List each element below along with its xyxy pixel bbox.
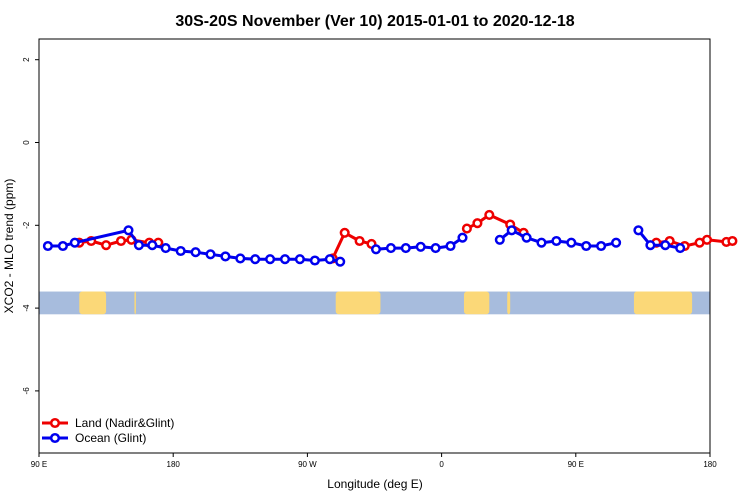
y-tick-label: 2 [22, 57, 31, 62]
data-point [324, 254, 335, 265]
data-point [701, 234, 713, 245]
data-point [265, 254, 276, 265]
y-axis-label: XCO2 - MLO trend (ppm) [2, 179, 16, 314]
land-mass [134, 291, 136, 315]
data-point [400, 243, 411, 254]
data-point [596, 240, 607, 252]
land-mass [633, 291, 693, 315]
data-point [205, 249, 216, 260]
data-point [727, 235, 738, 247]
y-tick-label: -2 [22, 221, 31, 229]
data-point [335, 256, 346, 267]
data-point [190, 247, 201, 258]
data-point [430, 243, 441, 254]
series-layer [42, 209, 738, 267]
data-point [69, 237, 80, 248]
data-point [445, 240, 456, 252]
data-point [133, 240, 144, 251]
y-tick-label: -4 [22, 304, 31, 312]
data-point [123, 225, 134, 236]
y-axis: 2 0 -2 -4 -6 [22, 57, 39, 395]
plot-frame [38, 38, 711, 454]
data-point [675, 243, 686, 254]
data-point [633, 225, 644, 236]
data-point [160, 243, 171, 254]
data-point [101, 240, 112, 251]
data-point [457, 232, 468, 243]
data-point [660, 240, 671, 251]
x-tick-label: 180 [703, 460, 717, 469]
data-point [339, 227, 350, 238]
data-point [235, 253, 246, 264]
map-band [39, 291, 710, 315]
data-point [354, 235, 365, 247]
x-tick-label: 90 E [568, 460, 584, 469]
data-point [611, 237, 622, 248]
legend: Land (Nadir&Glint)Ocean (Glint) [42, 416, 174, 445]
x-axis-label: Longitude (deg E) [327, 477, 422, 491]
data-point [494, 234, 505, 245]
legend-marker [49, 417, 61, 429]
data-point [461, 223, 472, 234]
data-point [536, 237, 547, 248]
data-point [472, 218, 483, 229]
data-point [250, 254, 261, 265]
data-point [42, 240, 53, 252]
land-mass [507, 291, 511, 315]
series-line [637, 229, 681, 250]
data-point [645, 240, 656, 251]
data-point [220, 251, 231, 262]
data-point [147, 240, 158, 251]
y-tick-label: -6 [22, 387, 31, 395]
data-point [294, 254, 305, 265]
data-point [521, 232, 532, 243]
x-tick-label: 90 W [298, 460, 317, 469]
y-tick-label: 0 [22, 140, 31, 145]
data-point [279, 254, 291, 265]
series-ocean [42, 225, 686, 267]
data-point [566, 237, 577, 248]
x-tick-label: 180 [167, 460, 181, 469]
data-point [551, 235, 562, 247]
data-point [309, 255, 320, 266]
data-point [506, 225, 517, 236]
data-point [370, 244, 382, 255]
x-axis: 90 E 180 90 W 0 90 E 180 [31, 453, 717, 469]
land-mass [335, 291, 381, 315]
legend-marker [49, 432, 61, 444]
x-tick-label: 0 [439, 460, 444, 469]
x-tick-label: 90 E [31, 460, 47, 469]
legend-label: Land (Nadir&Glint) [75, 416, 174, 430]
data-point [484, 209, 495, 220]
series-land [74, 209, 738, 264]
data-point [115, 235, 127, 247]
series-line [331, 231, 372, 260]
data-point [57, 240, 68, 252]
data-point [415, 241, 426, 252]
data-point [581, 240, 592, 252]
data-point [385, 243, 396, 254]
land-mass [79, 291, 107, 315]
legend-label: Ocean (Glint) [75, 431, 146, 445]
data-point [175, 245, 186, 257]
chart-title: 30S-20S November (Ver 10) 2015-01-01 to … [175, 13, 574, 30]
land-mass [463, 291, 490, 315]
